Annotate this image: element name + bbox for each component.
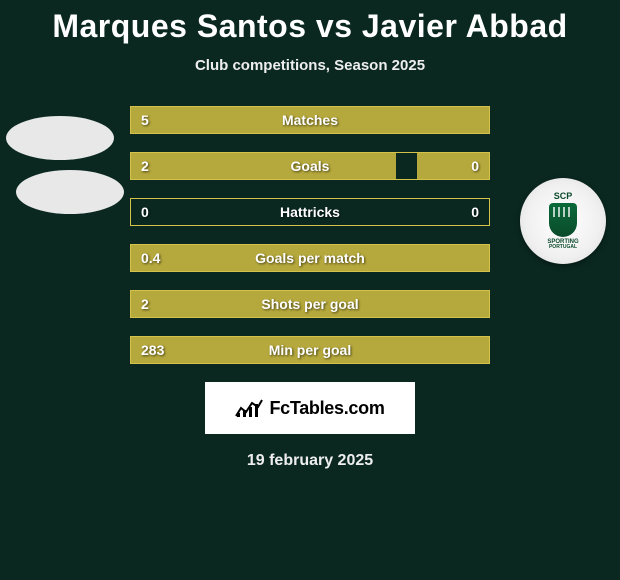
stat-label: Goals per match (255, 250, 365, 266)
brand-text: FcTables.com (269, 398, 384, 419)
stat-value-left: 2 (141, 296, 149, 312)
crest-shield-icon (549, 203, 577, 237)
stat-row: 2 Shots per goal (130, 290, 490, 318)
player-avatar-left-1 (6, 116, 114, 160)
comparison-bars: 5 Matches 2 0 Goals 0 0 Hattricks 0.4 Goals per m… (130, 106, 490, 364)
stat-value-right: 0 (471, 158, 479, 174)
stat-row: 0.4 Goals per match (130, 244, 490, 272)
stat-label: Goals (291, 158, 330, 174)
player-avatar-left-2 (16, 170, 124, 214)
bar-fill-left (131, 153, 396, 179)
stat-label: Hattricks (280, 204, 340, 220)
stat-value-right: 0 (471, 204, 479, 220)
crest-text-bot: PORTUGAL (549, 245, 577, 250)
footer-date: 19 february 2025 (0, 452, 620, 470)
stat-value-left: 0 (141, 204, 149, 220)
crest-text-top: SCP (554, 192, 573, 201)
stat-label: Matches (282, 112, 338, 128)
stat-row: 0 0 Hattricks (130, 198, 490, 226)
page-subtitle: Club competitions, Season 2025 (0, 57, 620, 74)
stat-label: Min per goal (269, 342, 351, 358)
brand-badge: FcTables.com (205, 382, 415, 434)
page-title: Marques Santos vs Javier Abbad (0, 0, 620, 45)
stat-value-left: 5 (141, 112, 149, 128)
stat-value-left: 0.4 (141, 250, 160, 266)
stat-row: 5 Matches (130, 106, 490, 134)
stat-row: 283 Min per goal (130, 336, 490, 364)
stat-value-left: 283 (141, 342, 164, 358)
stat-value-left: 2 (141, 158, 149, 174)
club-crest-right: SCP SPORTING PORTUGAL (520, 178, 606, 264)
stat-label: Shots per goal (261, 296, 358, 312)
stat-row: 2 0 Goals (130, 152, 490, 180)
brand-chart-icon (235, 398, 263, 418)
